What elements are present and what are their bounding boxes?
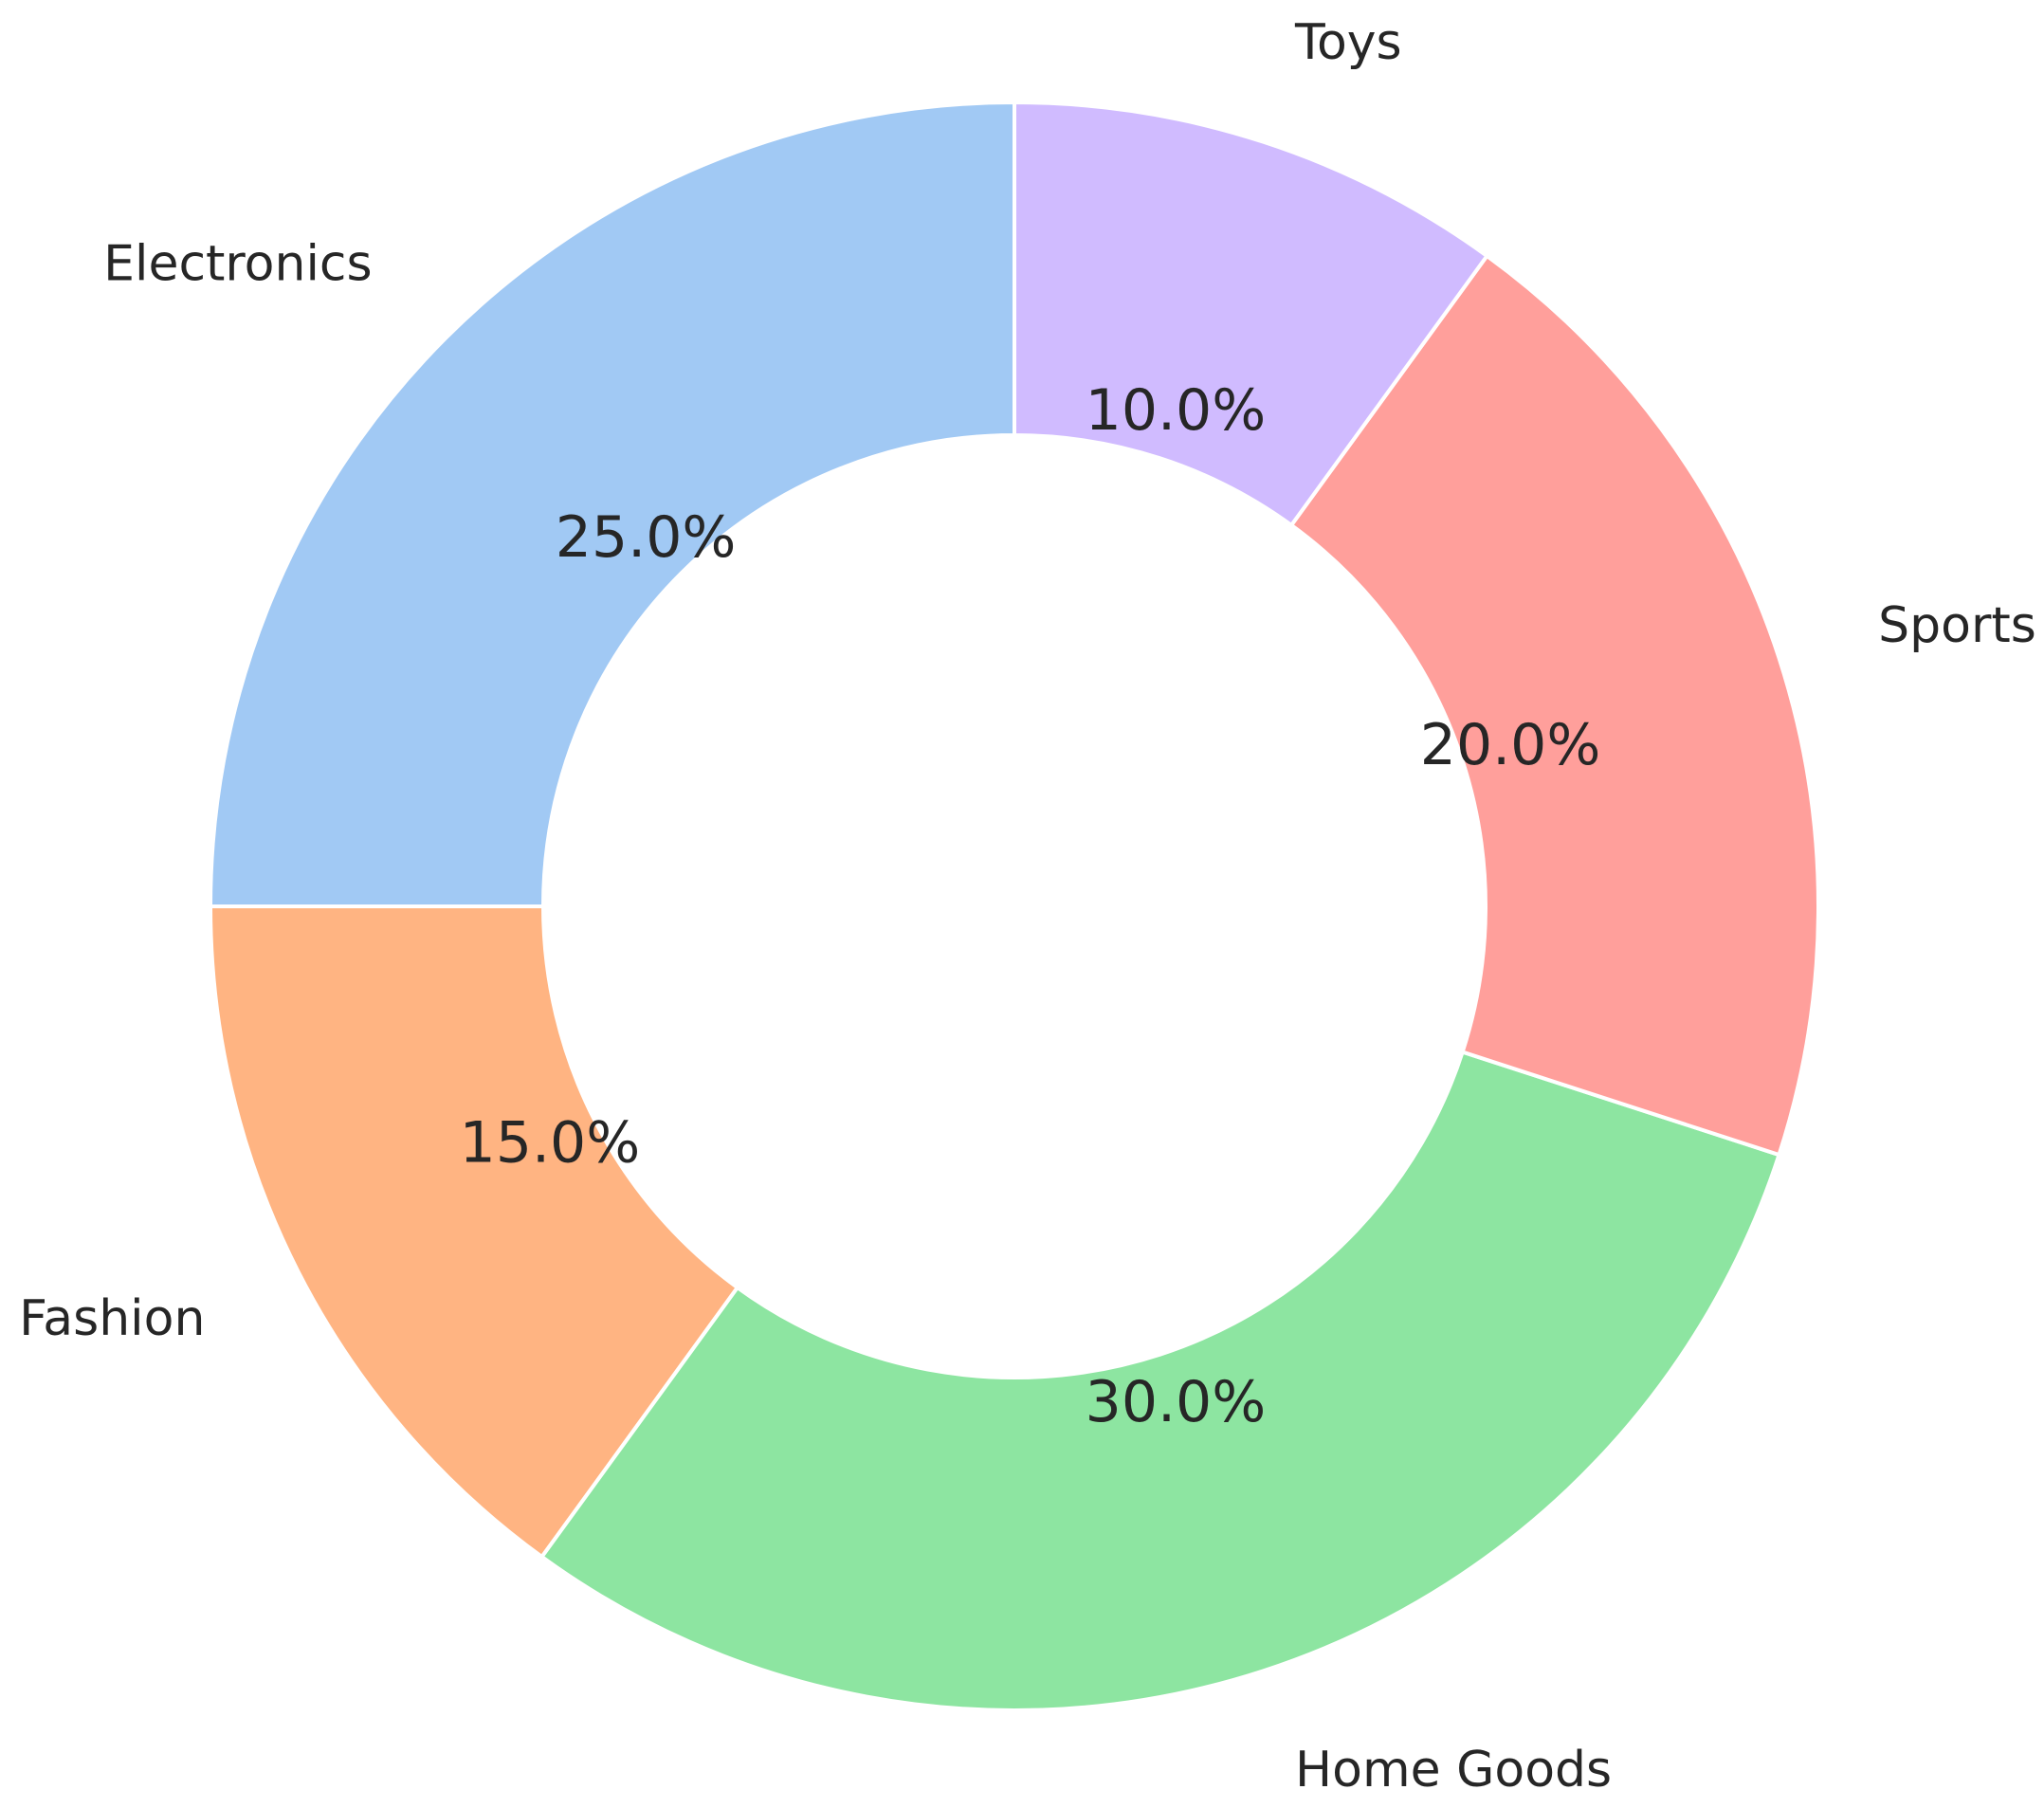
category-label-toys: Toys <box>1294 14 1402 71</box>
pct-label-sports: 20.0% <box>1420 712 1601 778</box>
slice-toys <box>1013 100 1490 528</box>
category-label-home-goods: Home Goods <box>1295 1742 1612 1799</box>
slices-group <box>208 100 1821 1713</box>
slice-electronics <box>208 100 1016 908</box>
category-label-fashion: Fashion <box>19 1290 205 1347</box>
slice-fashion <box>208 904 740 1560</box>
category-label-sports: Sports <box>1878 597 2036 654</box>
category-label-electronics: Electronics <box>103 236 372 293</box>
pct-label-electronics: 25.0% <box>556 504 737 571</box>
labels-group: 25.0% Electronics 15.0% Fashion 30.0% Home Go… <box>19 14 2036 1799</box>
pct-label-home-goods: 30.0% <box>1086 1369 1267 1435</box>
pct-label-toys: 10.0% <box>1086 377 1267 444</box>
pct-label-fashion: 15.0% <box>460 1110 641 1177</box>
slice-sports <box>1288 253 1821 1158</box>
slice-home-goods <box>538 1050 1782 1713</box>
